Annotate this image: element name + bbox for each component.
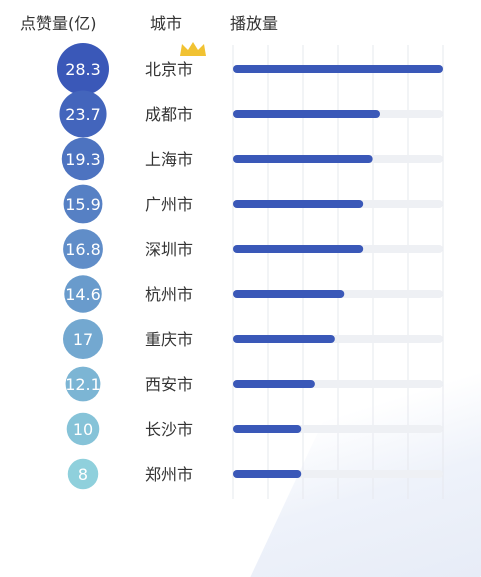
likes-bubble [64, 275, 102, 313]
city-label: 郑州市 [145, 465, 193, 484]
crown-icon [180, 42, 206, 56]
city-label: 长沙市 [145, 420, 193, 439]
city-label: 上海市 [145, 150, 193, 169]
likes-bubble [61, 137, 105, 181]
header-plays: 播放量 [230, 14, 279, 33]
likes-value-label: 12.1 [65, 375, 101, 394]
city-label: 重庆市 [145, 330, 193, 349]
likes-bubble [57, 43, 109, 95]
play-bar [233, 290, 345, 298]
likes-value-label: 23.7 [65, 105, 101, 124]
likes-value-label: 10 [73, 420, 93, 439]
likes-bubble [62, 318, 104, 360]
header-city: 城市 [150, 14, 183, 33]
likes-value-label: 15.9 [65, 195, 101, 214]
play-bar [233, 470, 302, 478]
city-label: 广州市 [145, 195, 193, 214]
city-label: 北京市 [145, 60, 193, 79]
header-likes: 点赞量(亿) [20, 14, 97, 33]
city-label: 深圳市 [145, 240, 193, 259]
city-label: 杭州市 [145, 285, 193, 304]
play-bar [233, 245, 364, 253]
play-bar [233, 380, 315, 388]
play-bar [233, 110, 380, 118]
likes-bubble [63, 229, 103, 269]
likes-bubble [67, 458, 99, 490]
city-label: 成都市 [145, 105, 193, 124]
play-bar [233, 65, 443, 73]
likes-value-label: 16.8 [65, 240, 101, 259]
likes-value-label: 19.3 [65, 150, 101, 169]
play-bar [233, 425, 302, 433]
play-bar [233, 200, 364, 208]
likes-bubble [59, 90, 107, 138]
likes-value-label: 14.6 [65, 285, 101, 304]
likes-bubble [66, 412, 100, 446]
play-bar [233, 335, 335, 343]
likes-value-label: 17 [73, 330, 93, 349]
likes-bubble [65, 366, 101, 402]
play-bar [233, 155, 373, 163]
likes-bubble [63, 184, 103, 224]
city-label: 西安市 [145, 375, 193, 394]
likes-value-label: 8 [78, 465, 88, 484]
likes-value-label: 28.3 [65, 60, 101, 79]
ranking-chart: 28.3 北京市 23.7 成都市 19.3 上海市 15.9 广州市 16.8 深圳市 14.6 杭… [57, 42, 444, 499]
